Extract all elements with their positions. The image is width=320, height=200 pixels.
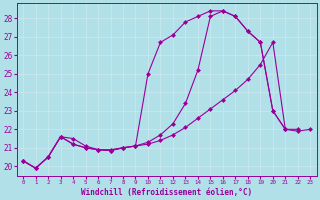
X-axis label: Windchill (Refroidissement éolien,°C): Windchill (Refroidissement éolien,°C) (81, 188, 252, 197)
